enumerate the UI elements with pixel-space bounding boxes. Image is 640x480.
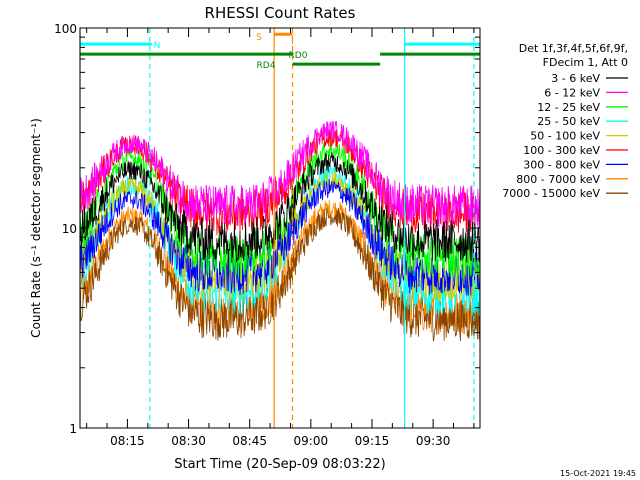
series-line-6-12keV [79,120,481,228]
legend-label: 7000 - 15000 keV [502,187,600,200]
x-axis-label: Start Time (20-Sep-09 08:03:22) [174,457,385,472]
legend-label: 100 - 300 keV [523,144,600,157]
legend-label: 50 - 100 keV [530,130,600,143]
series-line-300-800keV [79,178,481,296]
chart-overlay: N S RD0 RD4 [79,28,480,428]
x-tick-label-2: 08:45 [232,434,267,448]
legend-title-line: FDecim 1, Att 0 [543,56,628,69]
legend-label: 300 - 800 keV [523,158,600,171]
plot-area [79,120,481,342]
y-axis-label: Count Rate (s⁻¹ detector segment⁻¹) [29,118,43,338]
x-tick-label-1: 08:30 [171,434,206,448]
x-tick-label-0: 08:15 [110,434,145,448]
legend-label: 800 - 7000 keV [516,173,600,186]
legend-label: 3 - 6 keV [551,72,600,85]
series-line-7000-15000keV [79,207,481,342]
legend: Det 1f,3f,4f,5f,6f,9f,FDecim 1, Att 0 3 -… [502,42,628,200]
x-tick-label-5: 09:30 [416,434,451,448]
orbit-label-S: S [256,33,262,43]
chart-title: RHESSI Count Rates [205,4,356,22]
y-tick-label-1: 10 [62,222,77,236]
series-line-50-100keV [79,170,481,302]
series-line-3-6keV [79,151,481,263]
orbit-label-N: N [154,41,161,51]
series-line-12-25keV [79,142,481,280]
legend-label: 6 - 12 keV [544,86,600,99]
y-tick-label-0: 1 [69,422,77,436]
legend-label: 12 - 25 keV [537,101,600,114]
legend-label: 25 - 50 keV [537,115,600,128]
axes: 08:15 08:30 08:45 09:00 09:15 09:30 1 10 100 [54,22,480,448]
orbit-label-RD0: RD0 [289,51,308,61]
generation-timestamp: 15-Oct-2021 19:45 [560,469,636,478]
x-tick-label-3: 09:00 [294,434,329,448]
y-tick-label-2: 100 [54,22,77,36]
x-tick-label-4: 09:15 [355,434,390,448]
legend-title-line: Det 1f,3f,4f,5f,6f,9f, [519,42,628,55]
orbit-label-RD4: RD4 [257,61,276,71]
